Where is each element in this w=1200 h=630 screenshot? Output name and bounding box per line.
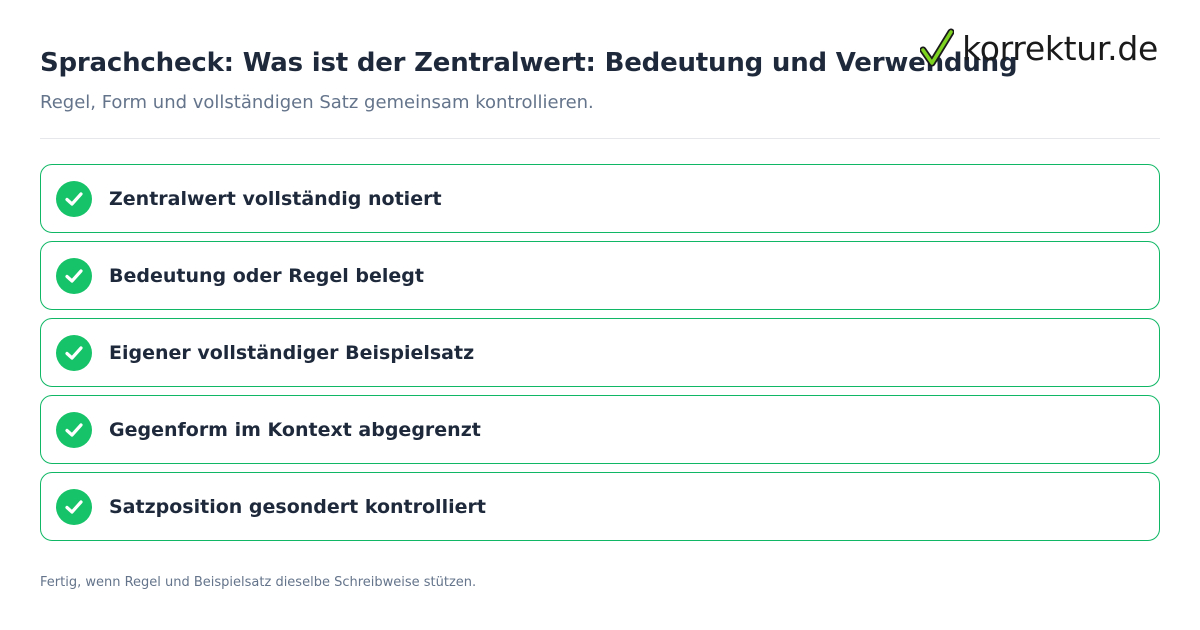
checklist-item: Bedeutung oder Regel belegt [40,241,1160,310]
page-title: Sprachcheck: Was ist der Zentralwert: Be… [40,48,1018,78]
page-subtitle: Regel, Form und vollständigen Satz gemei… [40,92,594,113]
check-circle-icon [56,411,92,448]
checklist: Zentralwert vollständig notiert Bedeutun… [40,164,1160,549]
divider [40,138,1160,139]
check-circle-icon [56,334,92,371]
checklist-item: Zentralwert vollständig notiert [40,164,1160,233]
checklist-item-label: Satzposition gesondert kontrolliert [109,495,486,518]
header: Sprachcheck: Was ist der Zentralwert: Be… [40,48,1160,113]
checklist-item-label: Bedeutung oder Regel belegt [109,264,424,287]
checklist-item-label: Eigener vollständiger Beispielsatz [109,341,475,364]
checkmark-icon [920,28,955,67]
checklist-item: Satzposition gesondert kontrolliert [40,472,1160,541]
logo: korrektur.de [920,28,1158,68]
check-circle-icon [56,488,92,525]
check-circle-icon [56,257,92,294]
check-circle-icon [56,180,92,217]
checklist-item: Gegenform im Kontext abgegrenzt [40,395,1160,464]
checklist-item-label: Zentralwert vollständig notiert [109,187,442,210]
footer-note: Fertig, wenn Regel und Beispielsatz dies… [40,575,477,590]
checklist-item: Eigener vollständiger Beispielsatz [40,318,1160,387]
logo-text: korrektur.de [962,28,1158,68]
checklist-item-label: Gegenform im Kontext abgegrenzt [109,418,481,441]
